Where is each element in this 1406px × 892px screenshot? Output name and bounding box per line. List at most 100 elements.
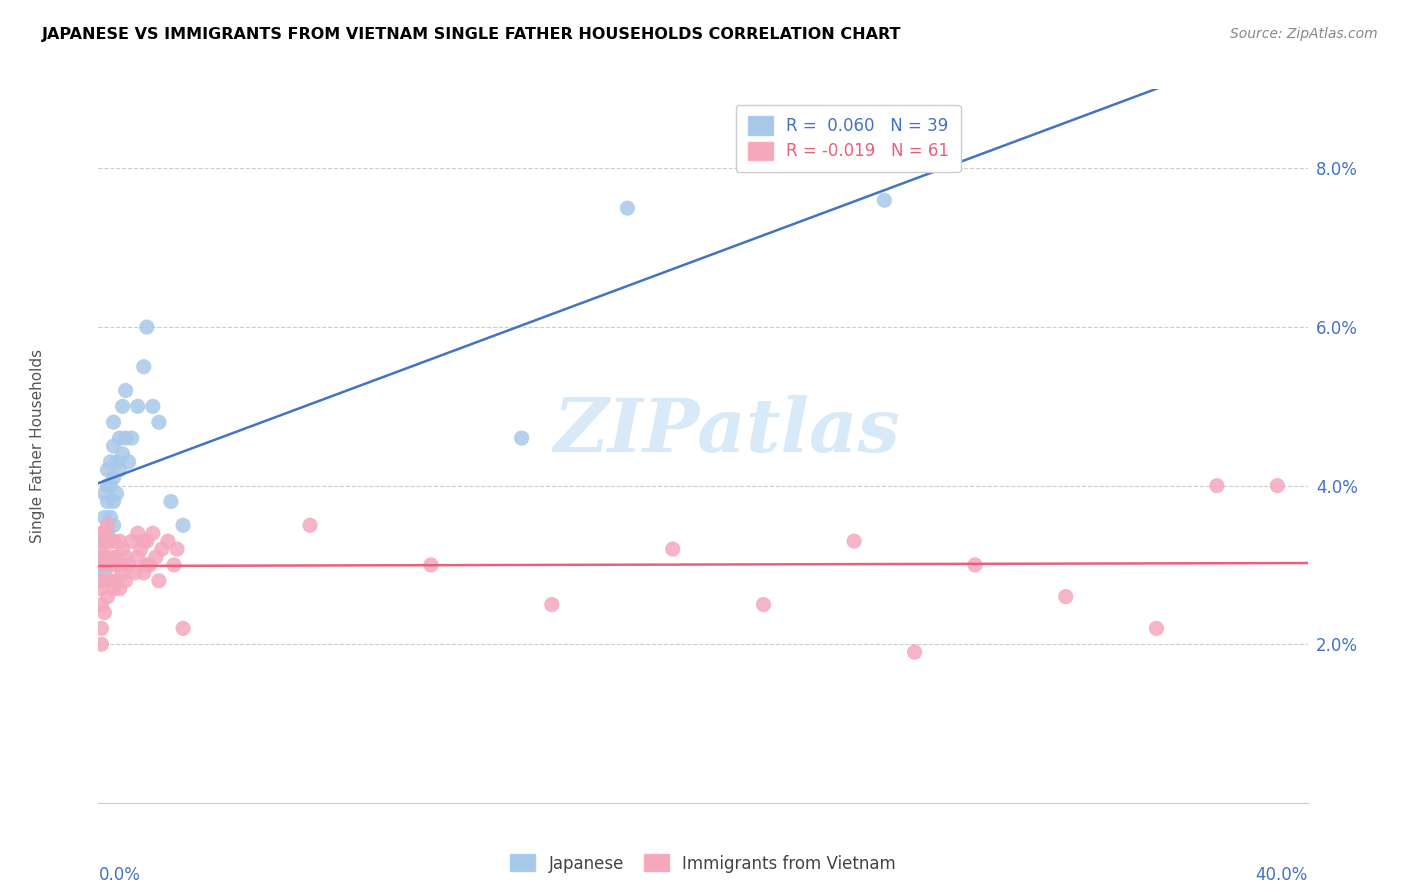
Point: [90, 558, 112, 572]
Text: Source: ZipAtlas.com: Source: ZipAtlas.com: [1230, 27, 1378, 41]
Point: [114, 384, 136, 398]
Point: [132, 534, 155, 549]
Point: [111, 542, 134, 557]
Point: [96, 478, 118, 492]
Point: [1206, 478, 1229, 492]
Point: [420, 558, 443, 572]
Point: [163, 558, 186, 572]
Point: [103, 415, 125, 429]
Point: [96, 463, 118, 477]
Point: [96, 590, 118, 604]
Point: [160, 494, 183, 508]
Point: [103, 494, 125, 508]
Point: [132, 566, 155, 580]
Point: [93, 510, 115, 524]
Point: [90, 542, 112, 557]
Point: [111, 400, 134, 414]
Point: [540, 598, 562, 612]
Point: [103, 518, 125, 533]
Point: [135, 320, 157, 334]
Point: [108, 558, 131, 572]
Point: [127, 526, 149, 541]
Point: [172, 621, 194, 635]
Legend: Japanese, Immigrants from Vietnam: Japanese, Immigrants from Vietnam: [503, 847, 903, 880]
Point: [299, 518, 322, 533]
Point: [103, 582, 125, 596]
Point: [90, 534, 112, 549]
Point: [1144, 621, 1167, 635]
Point: [93, 574, 115, 588]
Point: [100, 510, 122, 524]
Point: [93, 534, 115, 549]
Text: 0.0%: 0.0%: [98, 866, 141, 884]
Point: [904, 645, 927, 659]
Point: [96, 526, 118, 541]
Point: [965, 558, 987, 572]
Point: [93, 566, 115, 580]
Point: [121, 534, 143, 549]
Point: [114, 549, 136, 564]
Point: [105, 486, 128, 500]
Point: [105, 574, 128, 588]
Point: [150, 542, 173, 557]
Point: [108, 534, 131, 549]
Point: [93, 606, 115, 620]
Point: [148, 574, 170, 588]
Point: [142, 400, 165, 414]
Point: [90, 598, 112, 612]
Point: [93, 526, 115, 541]
Point: [129, 542, 152, 557]
Point: [100, 455, 122, 469]
Point: [844, 534, 866, 549]
Point: [108, 582, 131, 596]
Point: [616, 201, 638, 215]
Point: [114, 574, 136, 588]
Point: [114, 431, 136, 445]
Point: [96, 494, 118, 508]
Point: [100, 574, 122, 588]
Point: [96, 518, 118, 533]
Point: [662, 542, 685, 557]
Point: [90, 637, 112, 651]
Point: [156, 534, 179, 549]
Point: [135, 534, 157, 549]
Point: [127, 549, 149, 564]
Text: ZIPatlas: ZIPatlas: [554, 395, 901, 468]
Point: [111, 566, 134, 580]
Point: [108, 463, 131, 477]
Text: JAPANESE VS IMMIGRANTS FROM VIETNAM SINGLE FATHER HOUSEHOLDS CORRELATION CHART: JAPANESE VS IMMIGRANTS FROM VIETNAM SING…: [42, 27, 901, 42]
Point: [96, 534, 118, 549]
Point: [96, 558, 118, 572]
Point: [118, 558, 141, 572]
Point: [135, 558, 157, 572]
Text: Single Father Households: Single Father Households: [31, 349, 45, 543]
Point: [103, 471, 125, 485]
Point: [90, 549, 112, 564]
Point: [1054, 590, 1077, 604]
Point: [873, 193, 896, 207]
Point: [90, 621, 112, 635]
Point: [103, 439, 125, 453]
Point: [124, 566, 146, 580]
Point: [93, 486, 115, 500]
Point: [132, 359, 155, 374]
Point: [139, 558, 162, 572]
Point: [172, 518, 194, 533]
Legend: R =  0.060   N = 39, R = -0.019   N = 61: R = 0.060 N = 39, R = -0.019 N = 61: [735, 104, 960, 172]
Point: [166, 542, 188, 557]
Point: [111, 447, 134, 461]
Point: [752, 598, 775, 612]
Point: [1267, 478, 1289, 492]
Point: [90, 526, 112, 541]
Point: [121, 431, 143, 445]
Point: [118, 455, 141, 469]
Point: [142, 526, 165, 541]
Point: [93, 549, 115, 564]
Point: [105, 455, 128, 469]
Point: [100, 478, 122, 492]
Text: 40.0%: 40.0%: [1256, 866, 1308, 884]
Point: [100, 549, 122, 564]
Point: [148, 415, 170, 429]
Point: [108, 431, 131, 445]
Point: [127, 400, 149, 414]
